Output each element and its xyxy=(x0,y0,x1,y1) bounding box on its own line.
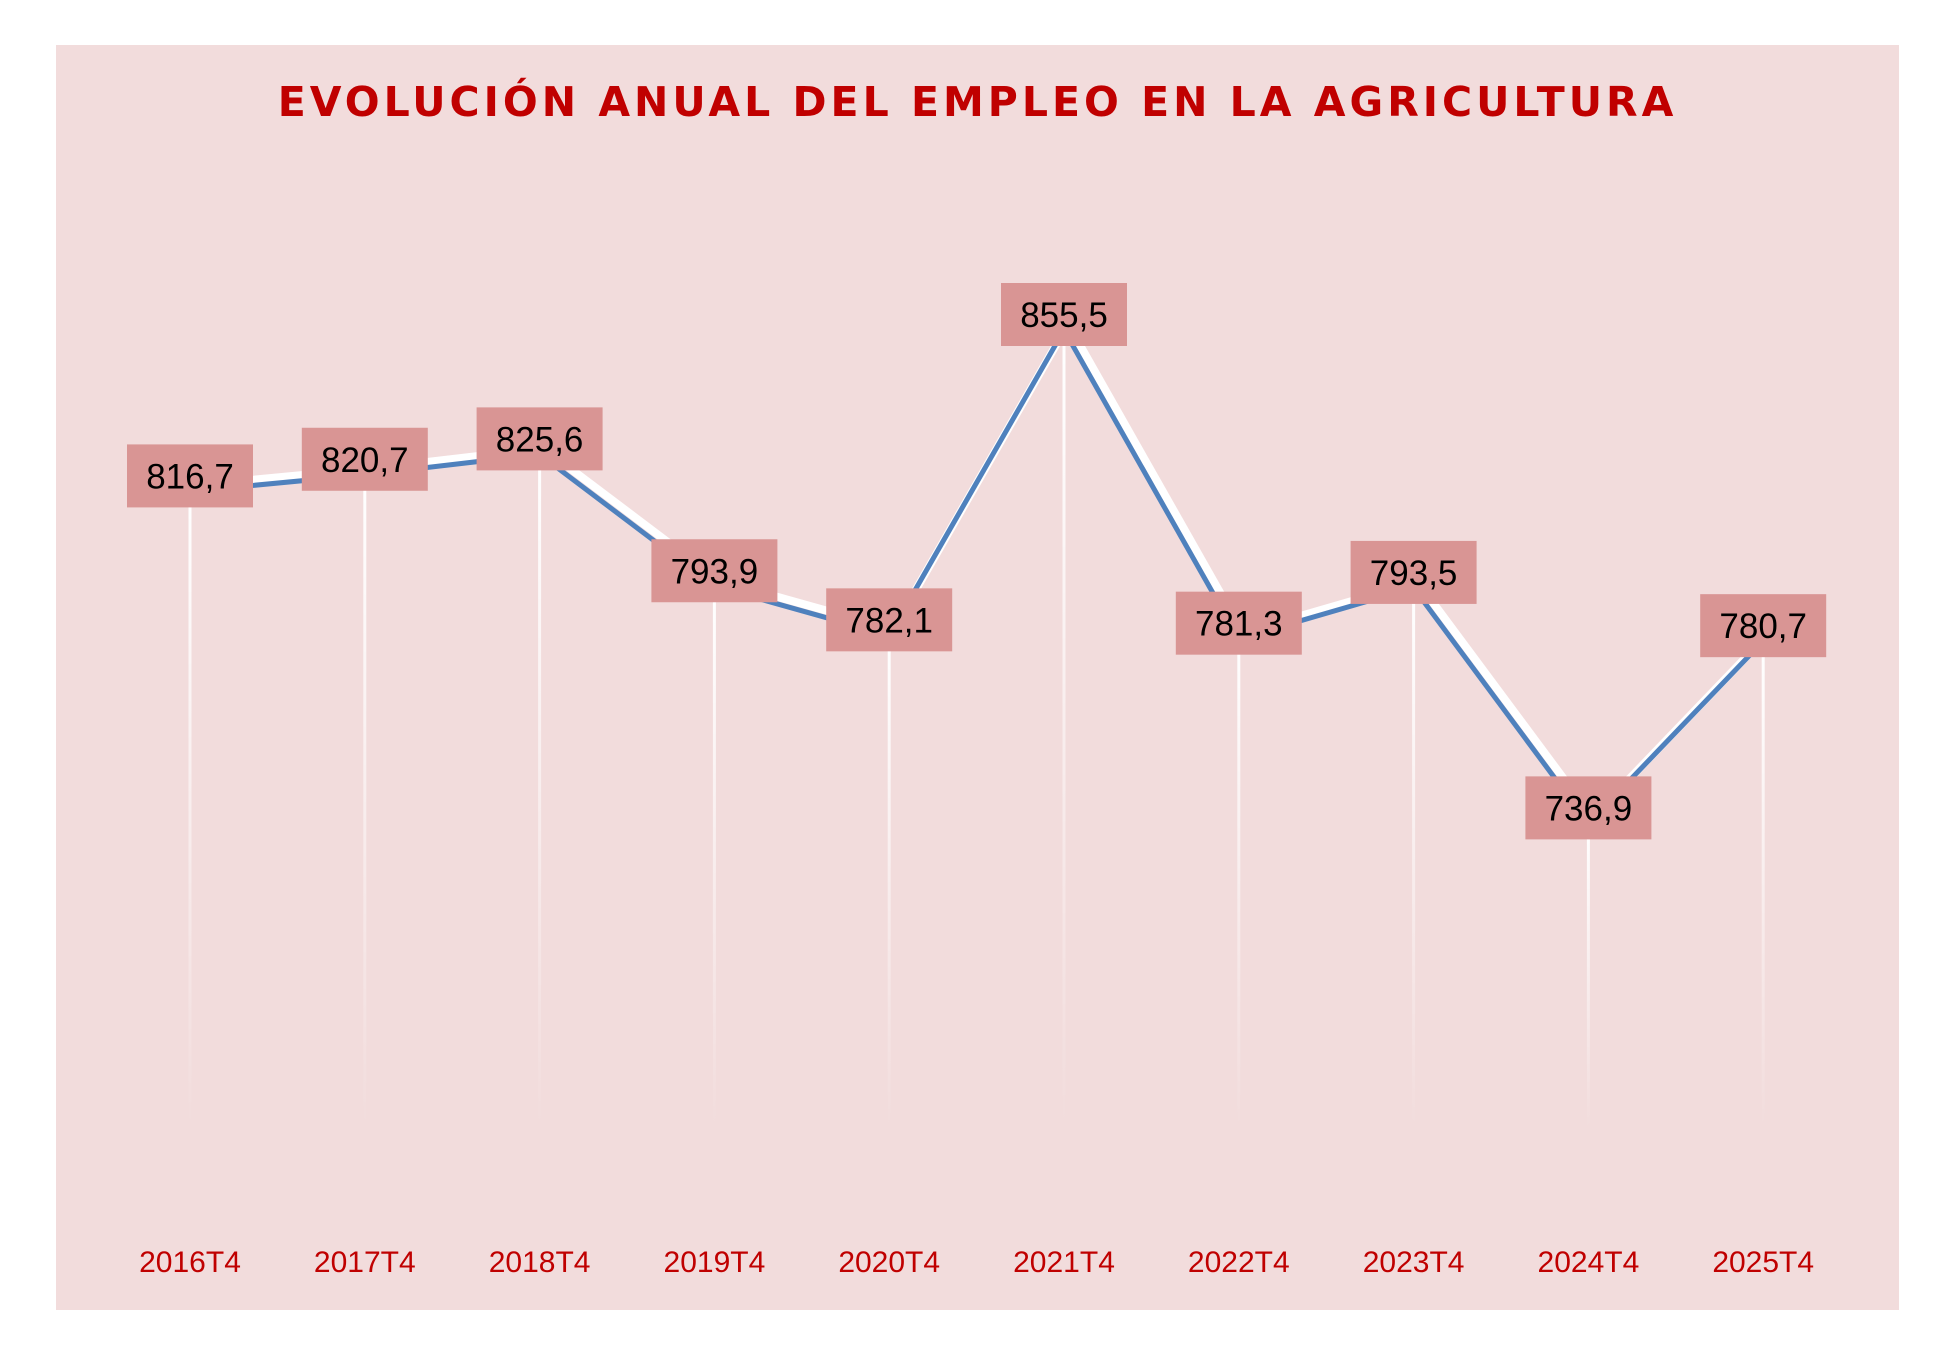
drop-line-2021T4 xyxy=(1062,330,1066,1130)
data-label-box xyxy=(1001,283,1127,346)
x-tick-label: 2018T4 xyxy=(489,1246,591,1279)
data-label: 780,7 xyxy=(1719,607,1807,646)
drop-line-2024T4 xyxy=(1586,823,1590,1130)
x-tick-label: 2019T4 xyxy=(664,1246,766,1279)
x-tick-label: 2024T4 xyxy=(1538,1246,1640,1279)
data-label: 736,9 xyxy=(1545,789,1633,828)
data-label-box xyxy=(476,407,603,471)
data-label: 820,7 xyxy=(321,441,409,480)
x-tick-label: 2017T4 xyxy=(314,1246,416,1279)
line-segment xyxy=(1061,328,1241,640)
data-label: 825,6 xyxy=(496,420,584,459)
data-label: 793,5 xyxy=(1370,554,1458,593)
drop-line-2019T4 xyxy=(712,586,716,1130)
data-label: 855,5 xyxy=(1020,296,1108,335)
data-label-box xyxy=(826,588,953,652)
drop-line-2016T4 xyxy=(188,491,192,1131)
drop-line-2017T4 xyxy=(363,474,367,1130)
x-tick-label: 2021T4 xyxy=(1013,1246,1115,1279)
x-tick-label: 2023T4 xyxy=(1363,1246,1465,1279)
x-tick-label: 2022T4 xyxy=(1188,1246,1290,1279)
chart-area xyxy=(56,45,1899,1310)
drop-line-2020T4 xyxy=(887,635,891,1130)
data-label: 793,9 xyxy=(671,552,759,591)
x-tick-label: 2016T4 xyxy=(139,1246,241,1279)
x-tick-label: 2020T4 xyxy=(838,1246,940,1279)
data-label-box xyxy=(651,539,778,603)
x-tick-label: 2025T4 xyxy=(1712,1246,1814,1279)
data-label-box xyxy=(1350,540,1477,604)
line-segment xyxy=(887,328,1067,637)
drop-line-2023T4 xyxy=(1412,587,1416,1130)
drop-line-2022T4 xyxy=(1237,638,1241,1130)
data-label-box xyxy=(127,444,253,508)
drop-line-2018T4 xyxy=(538,454,542,1130)
line-shadow-segment xyxy=(1064,322,1247,635)
data-label-box xyxy=(1700,594,1827,658)
data-label-box xyxy=(301,427,428,491)
data-label: 816,7 xyxy=(146,457,234,496)
data-label: 782,1 xyxy=(845,601,933,640)
data-label: 781,3 xyxy=(1195,605,1283,644)
data-label-box xyxy=(1175,591,1302,655)
chart-title: EVOLUCIÓN ANUAL DEL EMPLEO EN LA AGRICUL… xyxy=(277,78,1678,126)
drop-line-2025T4 xyxy=(1761,641,1765,1130)
data-label-box xyxy=(1525,776,1652,840)
